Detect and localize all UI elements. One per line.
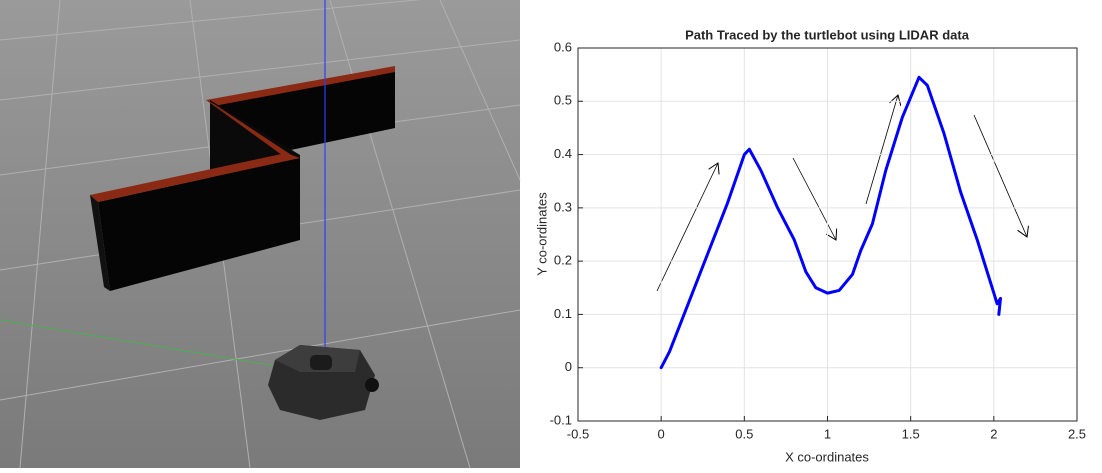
x-tick-label: 1 [824,426,831,441]
y-tick-label: 0.3 [554,199,572,214]
simulation-view [0,0,520,468]
chart-title: Path Traced by the turtlebot using LIDAR… [685,27,970,42]
y-tick-label: -0.1 [550,412,572,427]
figure: Path Traced by the turtlebot using LIDAR… [0,0,1102,468]
x-tick-label: 0 [658,426,665,441]
y-tick-label: 0 [565,359,572,374]
y-tick-label: 0.4 [554,146,572,161]
robot [268,345,379,420]
x-tick-label: 2.5 [1068,426,1086,441]
x-tick-label: -0.5 [567,426,589,441]
y-tick-label: 0.5 [554,93,572,108]
x-axis-label: X co-ordinates [785,449,869,464]
y-tick-label: 0.2 [554,253,572,268]
y-tick-label: 0.1 [554,306,572,321]
y-tick-label: 0.6 [554,39,572,54]
x-tick-label: 1.5 [902,426,920,441]
page: {"chart_data": {"type": "line", "title":… [0,0,1102,468]
x-tick-label: 0.5 [735,426,753,441]
y-axis-label: Y co-ordinates [534,192,549,276]
x-tick-label: 2 [990,426,997,441]
